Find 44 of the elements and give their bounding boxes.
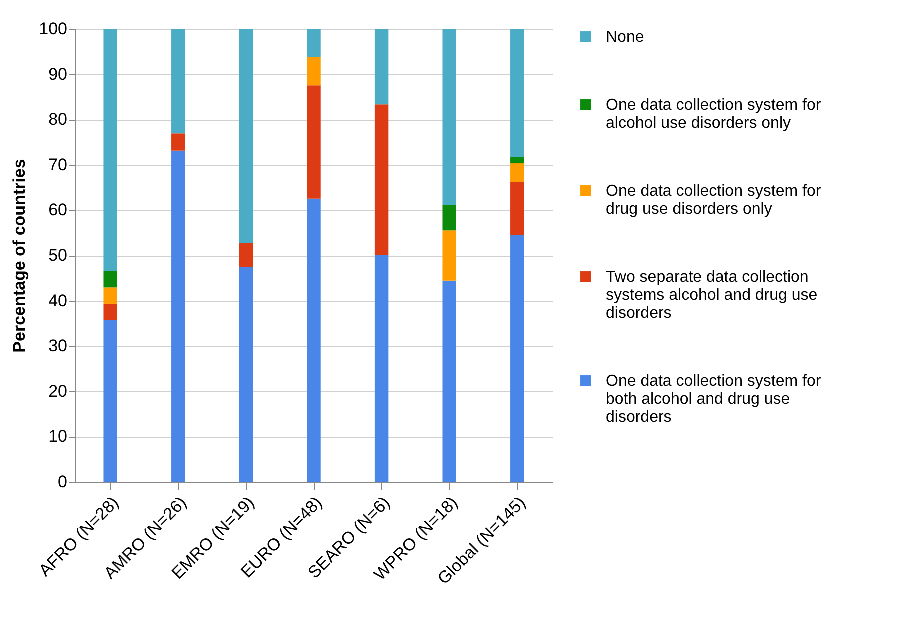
legend-label: One data collection system for drug use disorders only: [606, 183, 822, 218]
bar: [307, 86, 321, 199]
bar: [307, 198, 321, 482]
y-tick-label: 70: [48, 155, 68, 174]
bar: [172, 150, 186, 482]
bar: [442, 29, 456, 206]
legend-label: One data collection system for both alcohol and drug use disorders: [606, 373, 822, 426]
bar: [374, 29, 389, 105]
bar: [442, 280, 456, 482]
bar: [307, 29, 321, 58]
legend-label: None: [606, 29, 644, 46]
bar: [442, 230, 456, 281]
bar: [104, 320, 118, 482]
y-axis-title: Percentage of countries: [10, 159, 30, 353]
y-tick-label: 20: [48, 382, 68, 401]
bar: [239, 243, 254, 268]
y-tick-label: 0: [58, 472, 68, 492]
bar: [510, 182, 524, 236]
bar: [104, 288, 118, 304]
bar: [510, 235, 524, 482]
y-tick-label: 80: [48, 110, 68, 130]
y-tick-label: 100: [39, 20, 68, 38]
legend-label: Two separate data collection systems alcohol and drug use disorders: [606, 269, 818, 322]
y-tick-label: 50: [48, 246, 68, 265]
bar: [307, 57, 321, 86]
bar: [510, 164, 524, 182]
bar: [104, 271, 118, 288]
bar: [374, 104, 389, 256]
bar: [172, 134, 186, 151]
y-tick-label: 10: [48, 427, 68, 446]
bar: [442, 205, 456, 231]
bar: [510, 157, 524, 164]
y-tick-label: 90: [48, 64, 68, 84]
bar: [104, 29, 118, 272]
bar: [374, 256, 389, 482]
y-tick-label: 40: [48, 291, 68, 310]
y-tick-label: 30: [48, 336, 68, 356]
y-tick-label: 60: [48, 200, 68, 220]
legend-label: One data collection system for alcohol use disorders only: [606, 97, 822, 132]
bar: [239, 267, 254, 482]
bar: [104, 304, 118, 320]
bar: [510, 29, 524, 158]
bar: [239, 29, 254, 244]
bar: [172, 29, 186, 134]
